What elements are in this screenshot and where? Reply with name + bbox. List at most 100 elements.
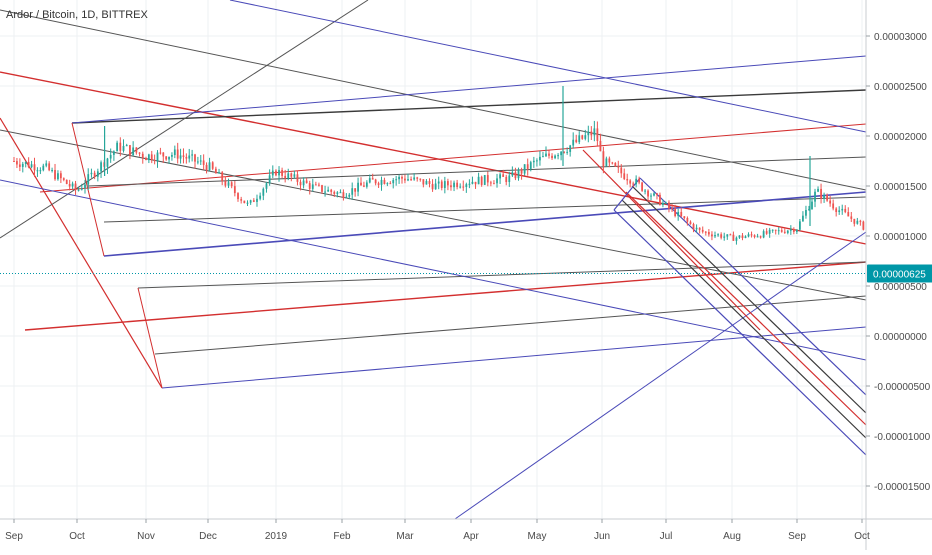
- candle-body: [156, 152, 159, 162]
- candle-body: [569, 145, 572, 152]
- candle-body: [145, 157, 147, 161]
- price-tick-label: -0.00001500: [874, 482, 931, 493]
- candle-body: [224, 181, 227, 186]
- candle-body: [802, 215, 804, 222]
- candle-body: [437, 181, 440, 184]
- pitchfork-line[interactable]: [625, 191, 867, 426]
- candle-body: [354, 188, 357, 192]
- trend-line[interactable]: [24, 261, 867, 331]
- candle-body: [205, 164, 208, 171]
- candle-body: [805, 210, 807, 216]
- candle-body: [165, 156, 168, 160]
- candle-body: [71, 183, 74, 187]
- candle-body: [65, 179, 68, 184]
- trend-line[interactable]: [103, 196, 867, 223]
- trend-line[interactable]: [87, 156, 867, 187]
- candle-body: [112, 151, 115, 155]
- candle-body: [856, 220, 859, 224]
- candle-body: [159, 152, 162, 154]
- candle-body: [351, 188, 354, 195]
- trend-line[interactable]: [0, 71, 867, 245]
- candle-body: [756, 236, 759, 238]
- candle-body: [629, 180, 632, 184]
- candle-body: [753, 235, 756, 237]
- candle-body: [54, 170, 56, 180]
- candle-body: [395, 179, 398, 181]
- trend-line[interactable]: [229, 0, 867, 133]
- candle-body: [701, 229, 704, 232]
- candle-body: [551, 155, 553, 159]
- price-tick-label: 0.00000000: [874, 332, 927, 343]
- candle-body: [738, 235, 741, 238]
- candle-body: [453, 182, 455, 188]
- candle-body: [505, 176, 508, 183]
- forecast-drawings[interactable]: [0, 56, 932, 311]
- pitchfork-line[interactable]: [621, 199, 867, 439]
- trend-line[interactable]: [137, 287, 163, 389]
- price-tick-label: 0.00003000: [874, 32, 927, 43]
- candle-body: [135, 147, 138, 153]
- candle-body: [841, 208, 844, 211]
- trend-drawings[interactable]: [0, 0, 867, 520]
- candle-body: [57, 173, 59, 180]
- trend-line[interactable]: [154, 295, 867, 355]
- trend-line[interactable]: [454, 231, 867, 520]
- candle-body: [196, 161, 199, 163]
- candle-body: [308, 183, 311, 189]
- candle-body: [345, 196, 348, 198]
- candle-body: [826, 194, 829, 201]
- trend-line[interactable]: [39, 123, 867, 193]
- time-tick-label: May: [528, 531, 547, 542]
- time-tick-label: Jun: [594, 531, 610, 542]
- trend-line[interactable]: [0, 179, 867, 361]
- candle-body: [641, 182, 643, 191]
- trend-line[interactable]: [137, 261, 867, 289]
- candle-body: [77, 189, 80, 191]
- pitchfork-line[interactable]: [631, 185, 867, 414]
- candle-body: [357, 182, 359, 192]
- candle-body: [656, 193, 658, 195]
- candle-body: [695, 227, 698, 230]
- candle-body: [844, 208, 847, 213]
- candle-body: [602, 151, 605, 167]
- pitchfork-line[interactable]: [613, 209, 867, 456]
- candle-body: [45, 163, 48, 166]
- trend-line[interactable]: [0, 117, 163, 389]
- candle-body: [416, 177, 419, 179]
- trend-line[interactable]: [103, 191, 867, 257]
- trend-line[interactable]: [71, 89, 867, 124]
- trend-line[interactable]: [161, 326, 867, 389]
- candle-body: [726, 234, 729, 237]
- candle-body: [554, 155, 556, 159]
- candle-body: [517, 169, 520, 179]
- time-tick-label: Apr: [463, 531, 479, 542]
- candle-body: [668, 202, 670, 209]
- candle-body: [333, 191, 336, 194]
- candle-body: [428, 181, 431, 184]
- candle-body: [374, 179, 377, 184]
- candle-body: [324, 191, 326, 193]
- candle-body: [759, 236, 762, 238]
- candle-body: [208, 162, 211, 171]
- trend-line[interactable]: [0, 129, 867, 301]
- candle-body: [680, 211, 683, 217]
- trend-line[interactable]: [0, 9, 867, 191]
- candle-body: [401, 176, 403, 179]
- candle-body: [744, 236, 747, 239]
- time-tick-label: Oct: [69, 531, 85, 542]
- trend-line[interactable]: [0, 0, 369, 239]
- trend-line[interactable]: [71, 55, 867, 124]
- candle-body: [380, 179, 383, 185]
- candle-body: [368, 178, 371, 183]
- candle-body: [30, 164, 33, 168]
- candle-body: [542, 156, 544, 158]
- candle-body: [256, 198, 258, 202]
- candle-body: [511, 172, 514, 176]
- candle-body: [299, 181, 302, 186]
- candle-body: [850, 216, 853, 219]
- candle-body: [817, 188, 819, 192]
- pitchfork-line[interactable]: [582, 149, 761, 331]
- candle-body: [590, 131, 593, 136]
